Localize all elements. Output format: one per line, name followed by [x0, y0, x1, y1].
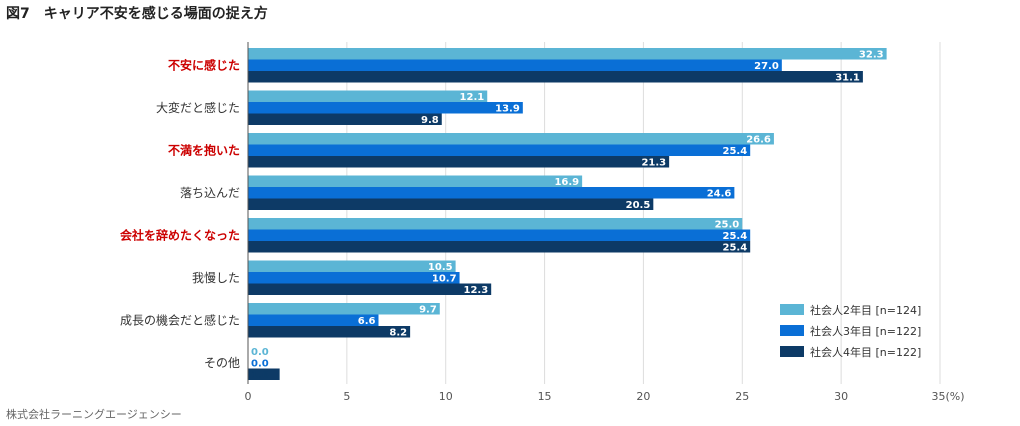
- data-label: 20.5: [626, 200, 651, 211]
- bar: [248, 102, 523, 114]
- bar: [248, 368, 280, 380]
- bar: [248, 326, 411, 338]
- data-label: 25.4: [723, 242, 748, 253]
- category-label: 落ち込んだ: [180, 186, 240, 200]
- bar: [248, 187, 735, 199]
- bar: [248, 218, 743, 230]
- legend-label: 社会人4年目 [n=122]: [810, 345, 921, 359]
- bar: [248, 133, 774, 145]
- data-label: 25.0: [715, 219, 740, 230]
- bar: [248, 283, 492, 295]
- source-credit: 株式会社ラーニングエージェンシー: [6, 408, 182, 421]
- bar: [248, 272, 460, 284]
- data-label: 16.9: [554, 177, 579, 188]
- data-label: 6.6: [358, 316, 376, 327]
- data-label: 24.6: [707, 188, 732, 199]
- category-label: 不安に感じた: [168, 57, 240, 72]
- data-label: 13.9: [495, 103, 520, 114]
- legend-swatch: [780, 346, 804, 357]
- bar: [248, 59, 782, 71]
- bar: [248, 113, 442, 125]
- data-label: 9.7: [419, 304, 437, 315]
- data-label: 12.1: [460, 92, 485, 103]
- bar: [248, 175, 583, 187]
- data-label: 21.3: [641, 157, 666, 168]
- bar: [248, 241, 751, 253]
- data-label: 25.4: [723, 146, 748, 157]
- bar: [248, 90, 488, 102]
- data-label: 9.8: [421, 115, 439, 126]
- x-tick-label: 25: [735, 390, 749, 403]
- data-label: 8.2: [389, 327, 407, 338]
- bar: [248, 48, 887, 60]
- category-label: 我慢した: [192, 271, 240, 285]
- data-label: 1.6: [251, 370, 269, 381]
- x-tick-label: 35(%): [931, 390, 964, 403]
- bar: [248, 260, 456, 272]
- data-label: 10.5: [428, 262, 453, 273]
- bar: [248, 198, 654, 210]
- x-tick-label: 15: [538, 390, 552, 403]
- category-label: 成長の機会だと感じた: [120, 312, 240, 327]
- x-tick-label: 30: [834, 390, 848, 403]
- data-label: 0.0: [251, 347, 269, 358]
- data-label: 25.4: [723, 231, 748, 242]
- legend-label: 社会人3年目 [n=122]: [810, 324, 921, 338]
- x-tick-label: 10: [439, 390, 453, 403]
- category-label: 会社を辞めたくなった: [120, 227, 240, 242]
- x-tick-label: 5: [343, 390, 350, 403]
- legend-swatch: [780, 325, 804, 336]
- chart-title: 図7 キャリア不安を感じる場面の捉え方: [6, 6, 268, 22]
- bar: [248, 71, 863, 83]
- data-label: 26.6: [746, 134, 771, 145]
- category-label: 大変だと感じた: [156, 100, 240, 115]
- data-label: 31.1: [835, 72, 860, 83]
- category-label: 不満を抱いた: [168, 142, 240, 157]
- data-label: 27.0: [754, 61, 779, 72]
- x-tick-label: 0: [245, 390, 252, 403]
- bar: [248, 144, 751, 156]
- legend-swatch: [780, 304, 804, 315]
- bar: [248, 156, 670, 168]
- data-label: 32.3: [859, 49, 884, 60]
- data-label: 10.7: [432, 273, 457, 284]
- data-label: 12.3: [464, 285, 489, 296]
- data-label: 0.0: [251, 358, 269, 369]
- bar: [248, 229, 751, 241]
- category-label: その他: [204, 356, 240, 370]
- legend-label: 社会人2年目 [n=124]: [810, 303, 921, 317]
- bar: [248, 314, 379, 326]
- bar: [248, 303, 440, 315]
- x-tick-label: 20: [636, 390, 650, 403]
